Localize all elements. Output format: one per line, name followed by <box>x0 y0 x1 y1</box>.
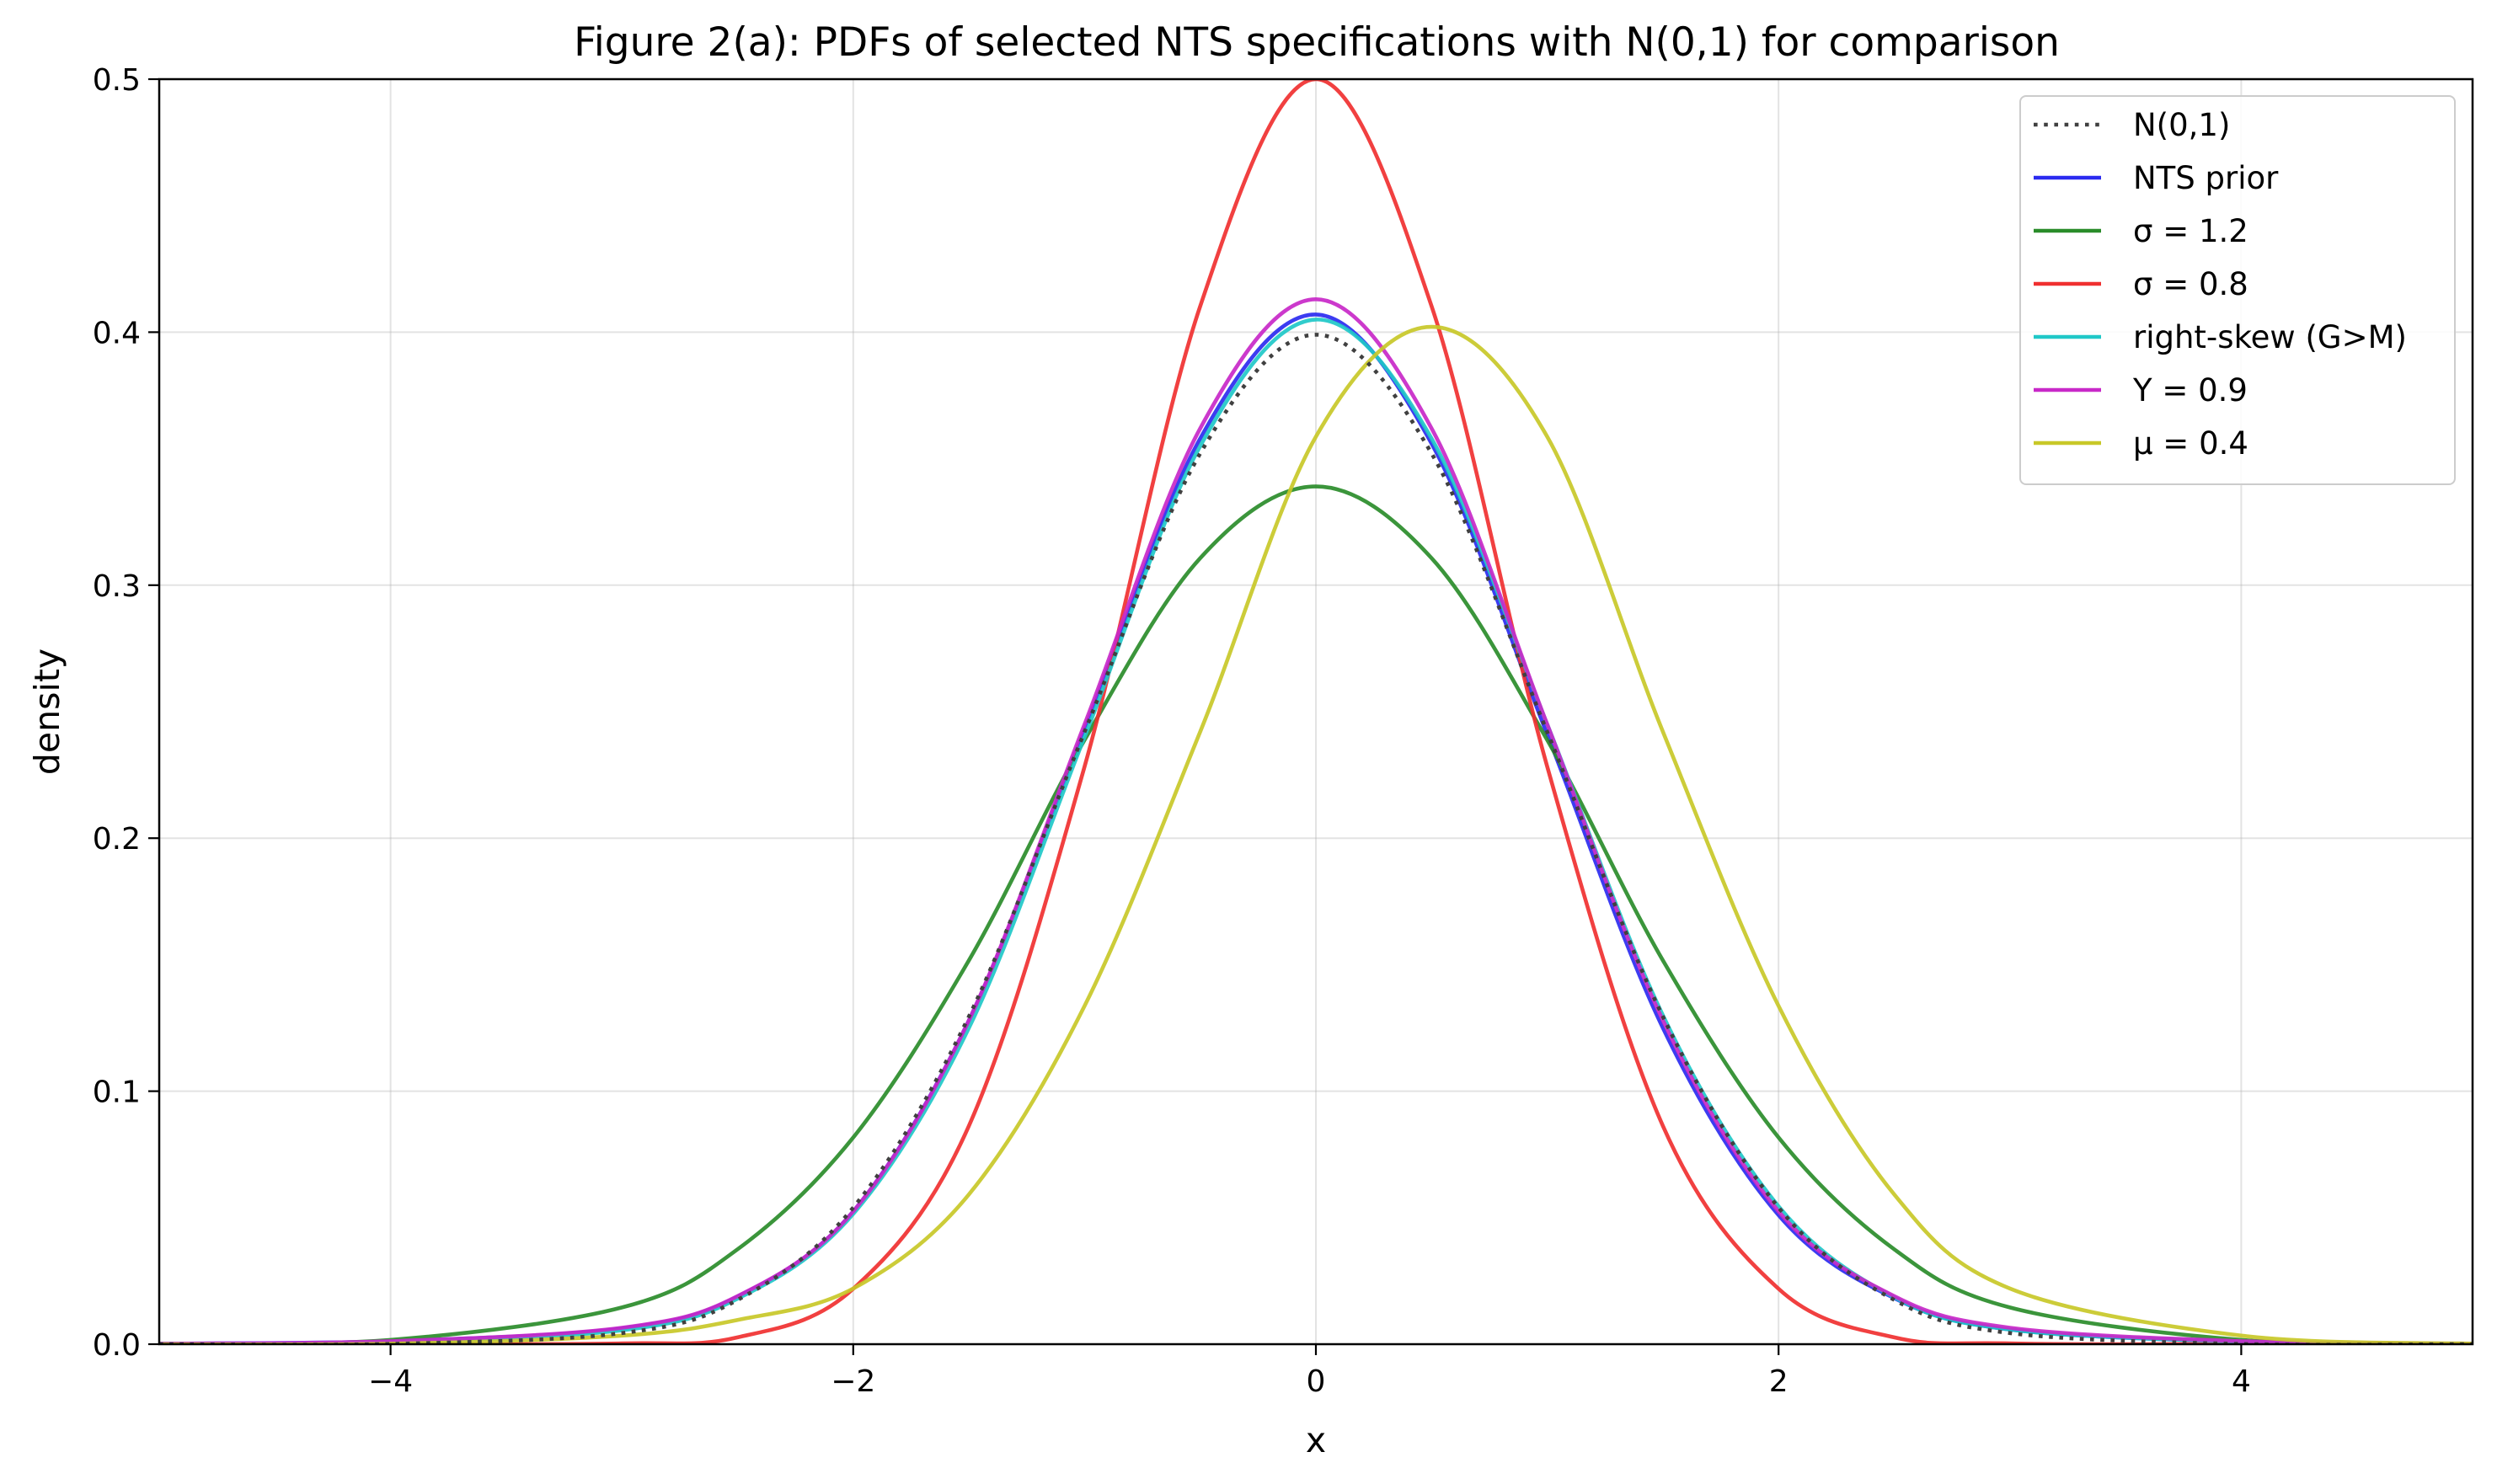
series-line-5 <box>159 297 2473 1344</box>
x-tick-label: 0 <box>1307 1364 1326 1399</box>
x-tick-label: 2 <box>1769 1364 1789 1399</box>
y-tick-label: 0.3 <box>93 569 141 604</box>
legend-label: σ = 1.2 <box>2133 213 2248 249</box>
legend-label: σ = 0.8 <box>2133 266 2248 302</box>
y-tick-label: 0.2 <box>93 822 141 857</box>
chart-title: Figure 2(a): PDFs of selected NTS specif… <box>574 19 2060 66</box>
legend: N(0,1) NTS prior σ = 1.2 σ = 0.8 right-skew … <box>2019 95 2456 485</box>
legend-label: NTS prior <box>2133 160 2279 196</box>
legend-label: μ = 0.4 <box>2133 425 2248 462</box>
x-tick-label: 4 <box>2232 1364 2251 1399</box>
y-tick-label: 0.4 <box>93 316 141 350</box>
series-line-3 <box>159 79 2473 1344</box>
y-axis-label: density <box>27 649 67 775</box>
x-tick-label: −4 <box>368 1364 413 1399</box>
axis-ticks: −4 −2 0 2 4 0.0 0.1 0.2 0.3 0.4 0.5 <box>93 63 2251 1399</box>
plot-lines <box>159 79 2473 1344</box>
x-tick-label: −2 <box>831 1364 875 1399</box>
legend-frame <box>2019 95 2456 485</box>
legend-label: Y = 0.9 <box>2132 372 2248 408</box>
y-tick-label: 0.5 <box>93 63 141 98</box>
legend-label: N(0,1) <box>2133 107 2230 143</box>
legend-label: right-skew (G>M) <box>2133 319 2407 355</box>
y-tick-label: 0.1 <box>93 1076 141 1110</box>
series-line-2 <box>159 484 2473 1344</box>
series-line-6 <box>159 324 2473 1344</box>
y-tick-label: 0.0 <box>93 1328 141 1363</box>
series-line-0 <box>159 333 2473 1344</box>
x-axis-label: x <box>1306 1420 1326 1460</box>
